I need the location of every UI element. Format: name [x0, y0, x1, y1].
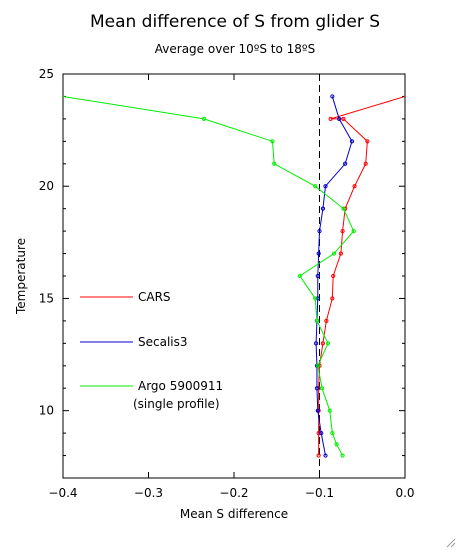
series-point-0 — [352, 184, 357, 189]
series-point-1 — [315, 273, 320, 279]
series-line-1 — [315, 96, 353, 456]
plot-frame — [62, 73, 406, 479]
y-tick-label: 20 — [39, 179, 54, 193]
series-point-0 — [340, 229, 345, 234]
series-point-0 — [316, 431, 321, 436]
series-point-2 — [313, 184, 318, 189]
x-tick-label: −0.1 — [305, 486, 334, 500]
x-axis: −0.4 −0.3 −0.2 −0.1 0.0 — [48, 74, 415, 500]
series-point-1 — [323, 184, 328, 189]
series-point-1 — [337, 116, 342, 121]
series-point-1 — [315, 296, 320, 301]
series-point-2 — [270, 139, 275, 144]
series-point-0 — [363, 161, 368, 166]
series-point-2 — [272, 161, 277, 166]
series-point-1 — [330, 94, 335, 99]
x-tick-label: −0.2 — [219, 486, 248, 500]
y-axis-label: Temperature — [14, 238, 28, 315]
series-point-2 — [315, 363, 320, 368]
y-tick-label: 25 — [39, 67, 54, 81]
legend-label-argo: Argo 5900911 — [138, 379, 223, 393]
series-point-2 — [331, 251, 337, 256]
y-tick-label: 10 — [39, 404, 54, 418]
series-point-2 — [334, 442, 339, 447]
series-point-0 — [365, 139, 370, 144]
series-point-2 — [330, 431, 335, 436]
series-point-0 — [320, 341, 326, 346]
legend-label-secalis3: Secalis3 — [138, 335, 188, 349]
x-tick-label: −0.3 — [134, 486, 163, 500]
series-line-0 — [318, 95, 406, 456]
series-point-0 — [324, 318, 329, 323]
series-line-2 — [62, 95, 355, 456]
series-layer — [62, 94, 406, 458]
legend-label-argo-note: (single profile) — [133, 397, 220, 411]
y-axis: 10 15 20 25 — [39, 67, 405, 457]
legend-label-cars: CARS — [138, 290, 171, 304]
series-point-0 — [341, 116, 346, 121]
series-point-1 — [315, 408, 320, 413]
series-point-0 — [331, 273, 336, 279]
series-point-1 — [316, 251, 321, 256]
chart-title: Mean difference of S from glider S — [90, 12, 380, 32]
x-axis-label: Mean S difference — [180, 507, 288, 521]
series-point-1 — [323, 453, 328, 458]
series-point-2 — [341, 206, 346, 211]
series-point-1 — [317, 229, 322, 234]
series-point-2 — [314, 318, 320, 323]
series-point-1 — [343, 161, 348, 166]
series-point-0 — [330, 296, 335, 301]
series-point-0 — [328, 116, 333, 121]
series-point-0 — [316, 453, 321, 458]
series-point-2 — [297, 273, 302, 279]
series-point-1 — [319, 431, 324, 436]
series-point-0 — [338, 251, 343, 256]
resize-grip-icon[interactable] — [444, 536, 456, 548]
series-point-1 — [314, 386, 320, 391]
series-point-2 — [313, 296, 318, 301]
y-tick-label: 15 — [39, 291, 54, 305]
series-point-2 — [201, 116, 207, 121]
x-tick-label: −0.4 — [48, 486, 77, 500]
legend: CARS Secalis3 Argo 5900911 (single profi… — [80, 290, 223, 411]
series-point-2 — [327, 408, 332, 413]
series-point-2 — [340, 453, 345, 458]
series-point-1 — [349, 139, 355, 144]
chart-subtitle: Average over 10ºS to 18ºS — [155, 42, 315, 56]
series-point-2 — [319, 386, 325, 391]
series-point-1 — [313, 341, 319, 346]
series-point-2 — [351, 229, 356, 234]
series-point-2 — [325, 341, 331, 346]
x-tick-label: 0.0 — [395, 486, 414, 500]
series-point-1 — [320, 206, 326, 211]
